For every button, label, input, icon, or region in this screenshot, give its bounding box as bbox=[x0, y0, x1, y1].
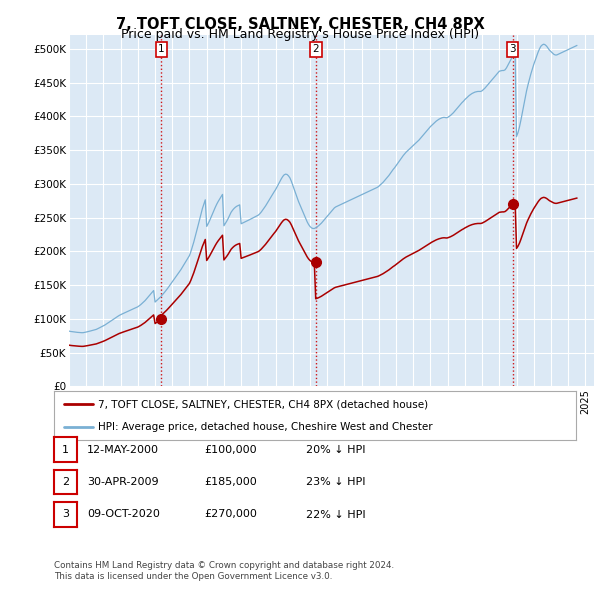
Text: 20% ↓ HPI: 20% ↓ HPI bbox=[306, 445, 365, 454]
Text: 09-OCT-2020: 09-OCT-2020 bbox=[87, 510, 160, 519]
Text: 3: 3 bbox=[509, 44, 516, 54]
Text: 2: 2 bbox=[313, 44, 319, 54]
Text: 22% ↓ HPI: 22% ↓ HPI bbox=[306, 510, 365, 519]
Text: 12-MAY-2000: 12-MAY-2000 bbox=[87, 445, 159, 454]
Text: 7, TOFT CLOSE, SALTNEY, CHESTER, CH4 8PX: 7, TOFT CLOSE, SALTNEY, CHESTER, CH4 8PX bbox=[116, 17, 484, 31]
Text: 1: 1 bbox=[62, 445, 69, 454]
Text: 1: 1 bbox=[158, 44, 165, 54]
Text: 3: 3 bbox=[62, 510, 69, 519]
Text: £100,000: £100,000 bbox=[204, 445, 257, 454]
Text: HPI: Average price, detached house, Cheshire West and Chester: HPI: Average price, detached house, Ches… bbox=[98, 422, 433, 432]
Text: Contains HM Land Registry data © Crown copyright and database right 2024.: Contains HM Land Registry data © Crown c… bbox=[54, 560, 394, 569]
Text: 2: 2 bbox=[62, 477, 69, 487]
Text: 7, TOFT CLOSE, SALTNEY, CHESTER, CH4 8PX (detached house): 7, TOFT CLOSE, SALTNEY, CHESTER, CH4 8PX… bbox=[98, 399, 428, 409]
Text: Price paid vs. HM Land Registry's House Price Index (HPI): Price paid vs. HM Land Registry's House … bbox=[121, 28, 479, 41]
Text: £185,000: £185,000 bbox=[204, 477, 257, 487]
Text: This data is licensed under the Open Government Licence v3.0.: This data is licensed under the Open Gov… bbox=[54, 572, 332, 581]
Text: 23% ↓ HPI: 23% ↓ HPI bbox=[306, 477, 365, 487]
Text: 30-APR-2009: 30-APR-2009 bbox=[87, 477, 158, 487]
Text: £270,000: £270,000 bbox=[204, 510, 257, 519]
